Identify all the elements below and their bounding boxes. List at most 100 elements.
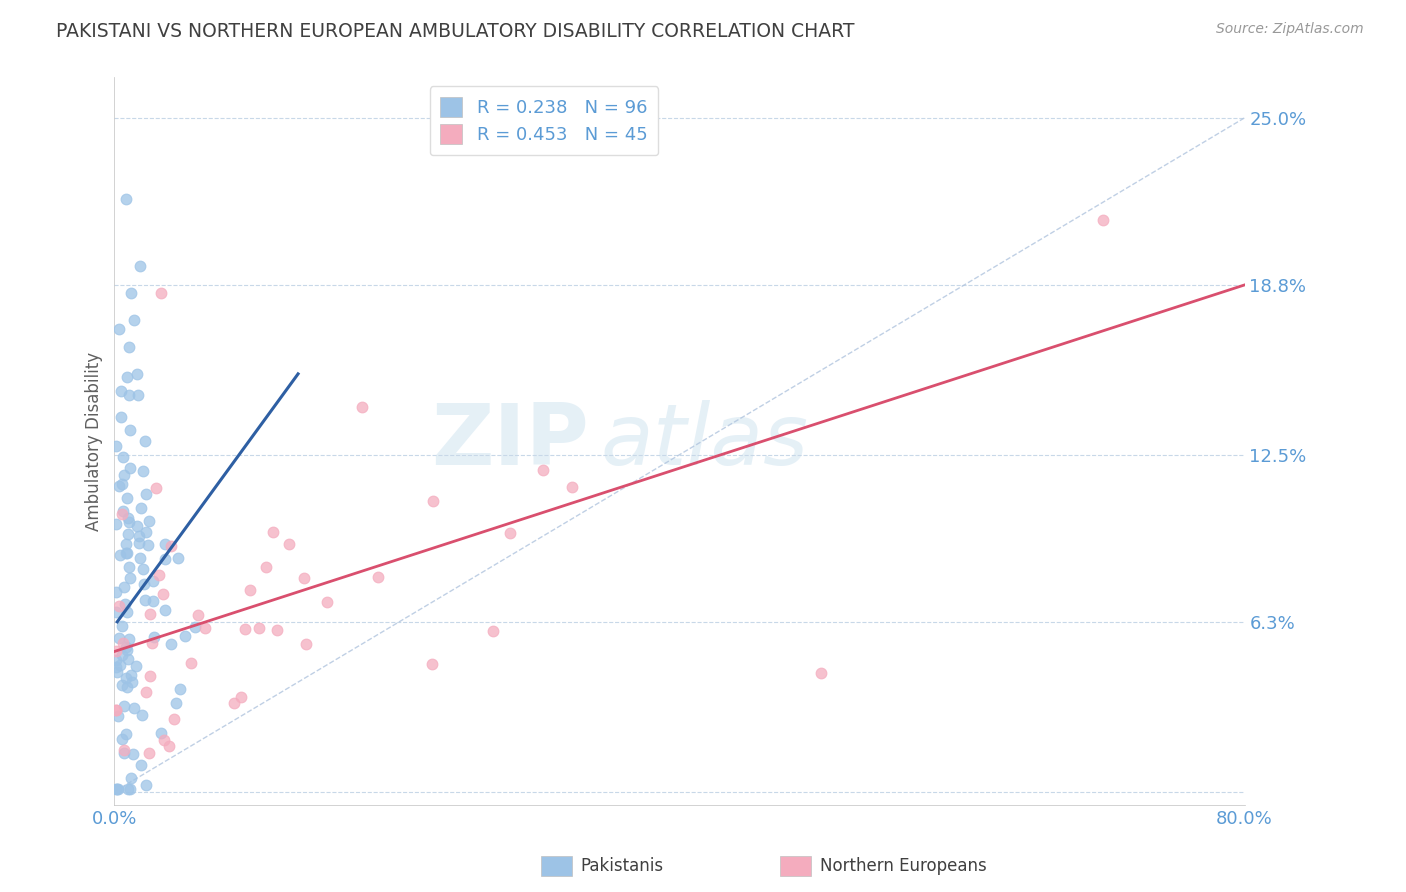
Point bbox=[115, 545, 138, 559]
Point bbox=[104, 653, 127, 667]
Point bbox=[120, 570, 142, 584]
Point bbox=[120, 286, 142, 301]
Text: ZIP: ZIP bbox=[432, 400, 589, 483]
Point bbox=[155, 537, 177, 551]
Point bbox=[104, 703, 127, 717]
Point bbox=[152, 587, 174, 601]
Point bbox=[142, 574, 165, 588]
Point bbox=[141, 635, 163, 649]
Point bbox=[229, 690, 252, 704]
Point bbox=[112, 698, 135, 713]
Point bbox=[110, 678, 132, 692]
Point bbox=[142, 594, 165, 608]
Point bbox=[138, 746, 160, 760]
Point bbox=[292, 571, 315, 585]
Point bbox=[117, 527, 139, 541]
Point bbox=[120, 781, 142, 796]
Point bbox=[107, 708, 129, 723]
Point bbox=[531, 463, 554, 477]
Point bbox=[112, 746, 135, 760]
Point bbox=[122, 747, 145, 761]
Point bbox=[118, 559, 141, 574]
Point bbox=[114, 546, 136, 560]
Point bbox=[350, 401, 373, 415]
Point bbox=[114, 192, 136, 206]
Point bbox=[111, 731, 134, 746]
Point bbox=[112, 580, 135, 594]
Point bbox=[262, 524, 284, 539]
Point bbox=[115, 370, 138, 384]
Point bbox=[128, 536, 150, 550]
Point bbox=[104, 605, 127, 619]
Text: Northern Europeans: Northern Europeans bbox=[820, 857, 987, 875]
Point bbox=[247, 621, 270, 635]
Point bbox=[112, 743, 135, 757]
Point bbox=[153, 552, 176, 566]
Point bbox=[120, 771, 142, 785]
Point bbox=[143, 630, 166, 644]
Point bbox=[107, 479, 129, 493]
Point bbox=[367, 570, 389, 584]
Point bbox=[148, 568, 170, 582]
Point bbox=[117, 388, 139, 402]
Point bbox=[117, 681, 139, 695]
Text: Pakistanis: Pakistanis bbox=[581, 857, 664, 875]
Point bbox=[111, 635, 134, 649]
Point bbox=[108, 658, 131, 673]
Point bbox=[134, 593, 156, 607]
Point bbox=[139, 669, 162, 683]
Point bbox=[105, 585, 128, 599]
Point bbox=[112, 504, 135, 518]
Point bbox=[105, 516, 128, 531]
Point bbox=[131, 708, 153, 723]
Point bbox=[482, 624, 505, 638]
Point bbox=[120, 667, 142, 681]
Point bbox=[160, 637, 183, 651]
Point bbox=[117, 511, 139, 525]
Point bbox=[194, 621, 217, 635]
Point bbox=[180, 657, 202, 671]
Point bbox=[129, 758, 152, 772]
Point bbox=[117, 781, 139, 796]
Point bbox=[115, 640, 138, 654]
Point bbox=[127, 387, 149, 401]
Point bbox=[155, 603, 177, 617]
Point bbox=[128, 529, 150, 543]
Point bbox=[128, 259, 150, 273]
Point bbox=[157, 739, 180, 753]
Point bbox=[294, 637, 316, 651]
Point bbox=[132, 464, 155, 478]
Point bbox=[132, 561, 155, 575]
Point bbox=[499, 526, 522, 541]
Point bbox=[117, 605, 139, 619]
Point bbox=[145, 482, 167, 496]
Point bbox=[118, 632, 141, 647]
Point bbox=[135, 525, 157, 540]
Point bbox=[316, 595, 339, 609]
Point bbox=[254, 559, 277, 574]
Point bbox=[139, 607, 162, 621]
Text: atlas: atlas bbox=[600, 400, 808, 483]
Point bbox=[105, 781, 128, 796]
Point bbox=[169, 682, 191, 697]
Point bbox=[138, 514, 160, 528]
Point bbox=[114, 537, 136, 551]
Point bbox=[153, 733, 176, 747]
Point bbox=[117, 651, 139, 665]
Point bbox=[118, 515, 141, 529]
Legend: R = 0.238   N = 96, R = 0.453   N = 45: R = 0.238 N = 96, R = 0.453 N = 45 bbox=[430, 87, 658, 155]
Point bbox=[108, 322, 131, 336]
Point bbox=[107, 781, 129, 796]
Point bbox=[104, 660, 127, 674]
Point bbox=[163, 712, 186, 726]
Point bbox=[111, 648, 134, 662]
Point bbox=[136, 538, 159, 552]
Point bbox=[112, 467, 135, 482]
Point bbox=[150, 286, 173, 301]
Point bbox=[111, 619, 134, 633]
Point bbox=[125, 659, 148, 673]
Point bbox=[420, 657, 443, 672]
Point bbox=[114, 598, 136, 612]
Point bbox=[121, 674, 143, 689]
Point bbox=[115, 671, 138, 685]
